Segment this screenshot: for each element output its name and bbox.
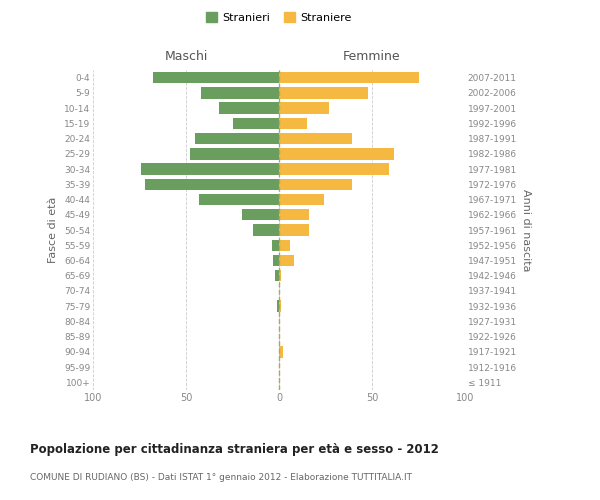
Text: Maschi: Maschi [164,50,208,62]
Bar [220,102,279,114]
Legend: Stranieri, Straniere: Stranieri, Straniere [202,8,356,28]
Text: COMUNE DI RUDIANO (BS) - Dati ISTAT 1° gennaio 2012 - Elaborazione TUTTITALIA.IT: COMUNE DI RUDIANO (BS) - Dati ISTAT 1° g… [30,472,412,482]
Bar [279,240,290,251]
Bar [279,209,309,220]
Y-axis label: Fasce di età: Fasce di età [49,197,58,263]
Bar [279,133,352,144]
Bar [279,255,294,266]
Bar [233,118,279,129]
Bar [196,133,279,144]
Bar [152,72,279,84]
Bar [279,300,281,312]
Bar [279,102,329,114]
Bar [272,240,279,251]
Bar [274,255,279,266]
Bar [279,346,283,358]
Y-axis label: Anni di nascita: Anni di nascita [521,188,531,271]
Bar [145,178,279,190]
Bar [199,194,279,205]
Bar [253,224,279,235]
Bar [279,194,323,205]
Bar [279,224,309,235]
Bar [142,164,279,175]
Bar [242,209,279,220]
Bar [279,270,281,281]
Bar [279,87,368,99]
Text: Popolazione per cittadinanza straniera per età e sesso - 2012: Popolazione per cittadinanza straniera p… [30,442,439,456]
Text: Femmine: Femmine [343,50,401,62]
Bar [279,164,389,175]
Bar [275,270,279,281]
Bar [279,118,307,129]
Bar [277,300,279,312]
Bar [279,178,352,190]
Bar [279,72,419,84]
Bar [279,148,394,160]
Bar [201,87,279,99]
Bar [190,148,279,160]
